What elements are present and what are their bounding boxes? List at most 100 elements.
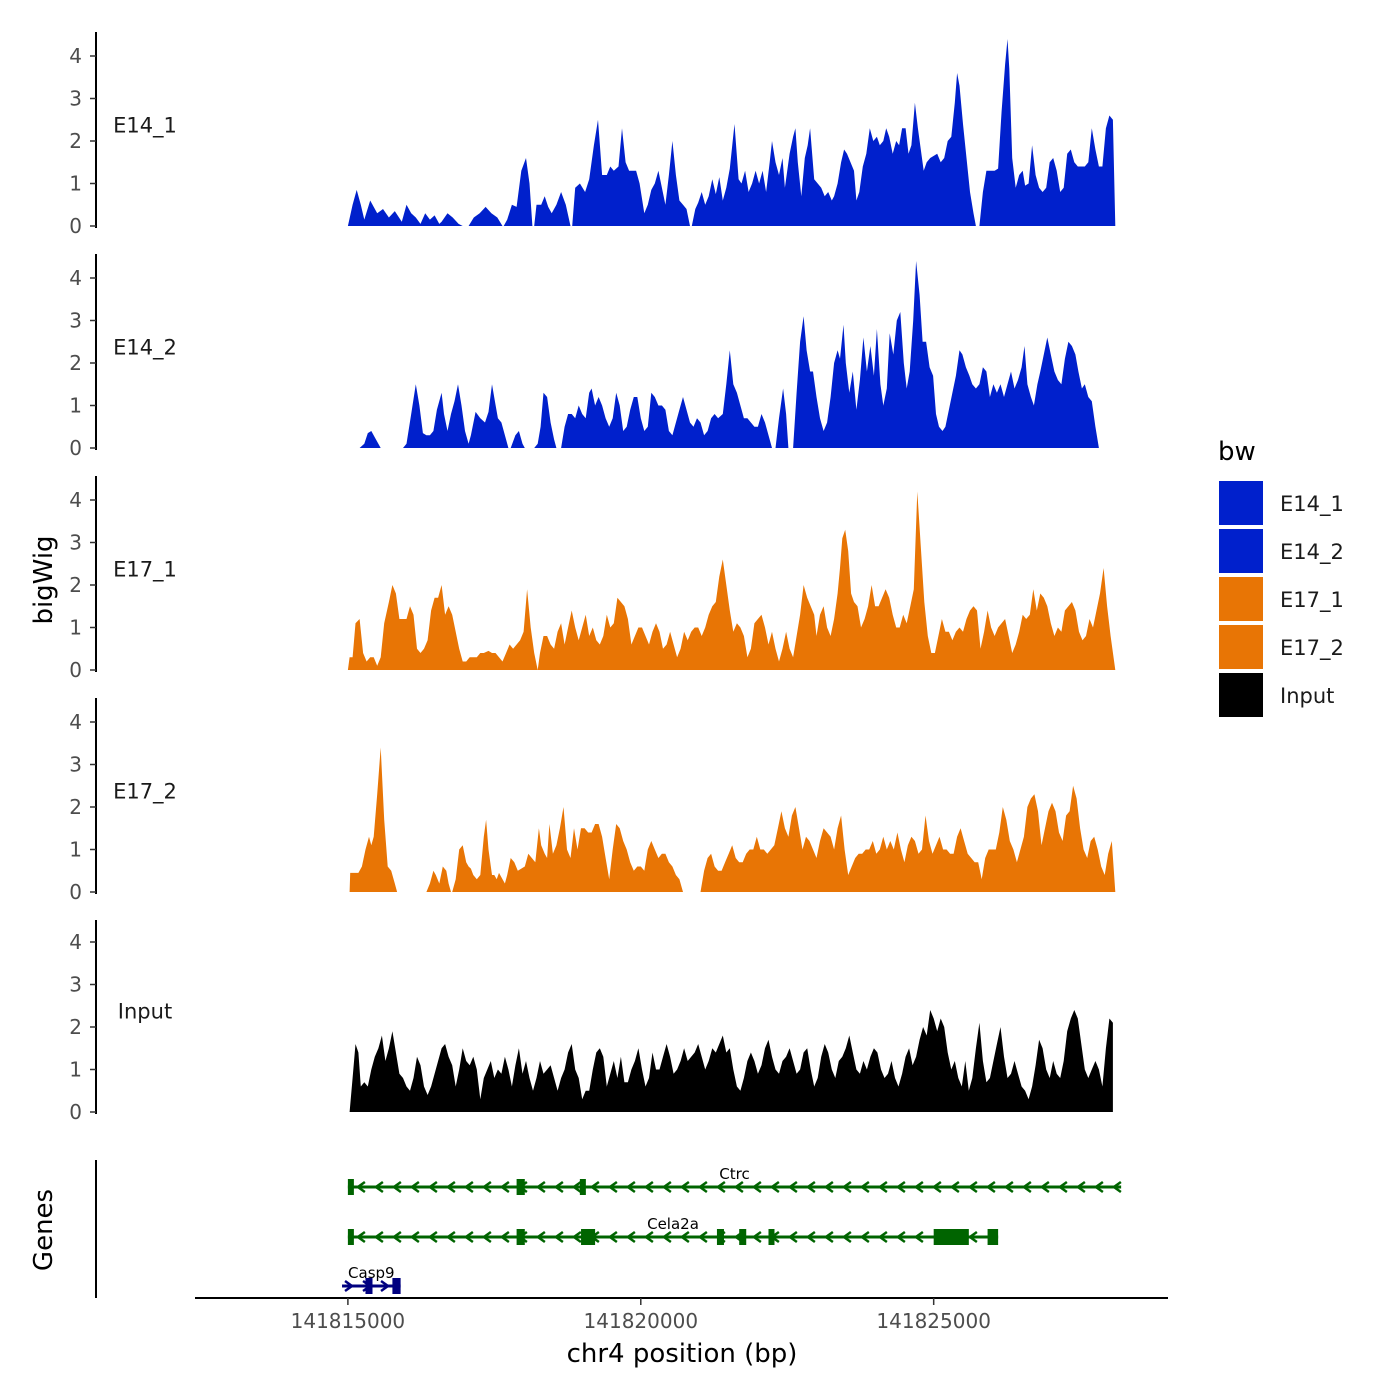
strand-chevron — [589, 1180, 600, 1194]
legend-swatch — [1217, 623, 1265, 671]
gene-label: Cela2a — [647, 1215, 699, 1233]
y-tick-label: 4 — [69, 710, 82, 734]
strand-chevron — [373, 1230, 384, 1244]
track-e17-1: 0 1 2 3 4 E17_1 — [69, 476, 1116, 682]
signal-area-e17-1 — [347, 491, 1116, 670]
strand-chevron — [373, 1180, 384, 1194]
strand-chevron — [895, 1180, 906, 1194]
strand-chevron — [949, 1180, 960, 1194]
strand-chevron — [787, 1230, 798, 1244]
strand-chevron — [751, 1180, 762, 1194]
strand-chevron — [481, 1230, 492, 1244]
y-tick-label: 2 — [69, 573, 82, 597]
legend-entry-e14-1: E14_1 — [1217, 479, 1344, 527]
strand-chevron — [859, 1230, 870, 1244]
legend-label: E14_2 — [1280, 540, 1344, 565]
exon — [933, 1229, 969, 1245]
strand-chevron — [499, 1230, 510, 1244]
strand-chevron — [1039, 1180, 1050, 1194]
strand-chevron — [571, 1230, 582, 1244]
strand-chevron — [1057, 1180, 1068, 1194]
y-tick-label: 3 — [69, 87, 82, 111]
y-tick-label: 3 — [69, 309, 82, 333]
strand-chevron — [499, 1180, 510, 1194]
strand-chevron — [931, 1180, 942, 1194]
y-tick-label: 4 — [69, 44, 82, 68]
x-axis: 141815000 141820000 141825000 — [195, 1297, 1168, 1333]
strand-chevron — [733, 1180, 744, 1194]
legend-entry-e14-2: E14_2 — [1217, 527, 1344, 575]
exon — [365, 1278, 373, 1294]
strand-chevron — [355, 1180, 366, 1194]
track-label: E17_1 — [113, 558, 177, 583]
strand-chevron — [481, 1180, 492, 1194]
strand-chevron — [409, 1230, 420, 1244]
strand-chevron — [535, 1180, 546, 1194]
strand-chevron — [391, 1230, 402, 1244]
strand-chevron — [679, 1230, 690, 1244]
strand-chevron — [409, 1180, 420, 1194]
legend-title: bw — [1218, 437, 1256, 467]
x-tick-label: 141825000 — [876, 1309, 991, 1333]
strand-chevron — [913, 1230, 924, 1244]
strand-chevron — [661, 1230, 672, 1244]
y-tick-label: 2 — [69, 129, 82, 153]
strand-chevron — [1111, 1180, 1122, 1194]
strand-chevron — [427, 1230, 438, 1244]
legend: bw E14_1 E14_2 E17_1 E17_2 Input — [1217, 437, 1344, 719]
strand-chevron — [823, 1230, 834, 1244]
track-label: E14_1 — [113, 114, 177, 139]
y-tick-label: 1 — [69, 1058, 82, 1082]
y-tick-label: 4 — [69, 930, 82, 954]
exon — [347, 1229, 354, 1245]
track-e14-2: 0 1 2 3 4 E14_2 — [69, 254, 1099, 460]
x-tick-label: 141820000 — [584, 1309, 699, 1333]
y-tick-label: 0 — [69, 658, 82, 682]
strand-chevron — [841, 1230, 852, 1244]
y-tick-label: 1 — [69, 394, 82, 418]
y-axis-title: bigWig — [29, 535, 59, 624]
strand-chevron — [463, 1230, 474, 1244]
strand-chevron — [877, 1230, 888, 1244]
legend-swatch — [1217, 671, 1265, 719]
strand-chevron — [391, 1180, 402, 1194]
y-tick-label: 3 — [69, 531, 82, 555]
signal-tracks: 0 1 2 3 4 E14_1 0 1 2 3 4 E14_2 0 1 2 3 4 E17_1 0 1 2 3 4 E17_2… — [69, 32, 1116, 1124]
strand-chevron — [751, 1230, 762, 1244]
track-label: Input — [118, 1000, 172, 1024]
strand-chevron — [823, 1180, 834, 1194]
strand-chevron — [967, 1230, 978, 1244]
strand-chevron — [877, 1180, 888, 1194]
strand-chevron — [1093, 1180, 1104, 1194]
strand-chevron — [661, 1180, 672, 1194]
gene-ctrc: Ctrc — [347, 1165, 1122, 1195]
signal-area-input — [349, 1010, 1113, 1112]
strand-chevron — [344, 1279, 355, 1293]
strand-chevron — [643, 1230, 654, 1244]
y-tick-label: 0 — [69, 436, 82, 460]
strand-chevron — [769, 1180, 780, 1194]
strand-chevron — [805, 1180, 816, 1194]
exon — [581, 1229, 596, 1245]
y-tick-label: 2 — [69, 1015, 82, 1039]
legend-swatch — [1217, 575, 1265, 623]
y-tick-label: 1 — [69, 616, 82, 640]
genes-axis-title: Genes — [29, 1189, 59, 1271]
track-input: 0 1 2 3 4 Input — [69, 920, 1113, 1124]
strand-chevron — [380, 1279, 391, 1293]
strand-chevron — [643, 1180, 654, 1194]
exon — [516, 1229, 525, 1245]
strand-chevron — [463, 1180, 474, 1194]
signal-area-e14-2 — [359, 261, 1099, 448]
y-tick-label: 3 — [69, 753, 82, 777]
track-label: E17_2 — [113, 780, 177, 805]
strand-chevron — [445, 1180, 456, 1194]
strand-chevron — [535, 1230, 546, 1244]
strand-chevron — [805, 1230, 816, 1244]
gene-label: Ctrc — [719, 1165, 749, 1183]
exon — [579, 1179, 586, 1195]
exon — [347, 1179, 354, 1195]
strand-chevron — [607, 1230, 618, 1244]
strand-chevron — [697, 1180, 708, 1194]
